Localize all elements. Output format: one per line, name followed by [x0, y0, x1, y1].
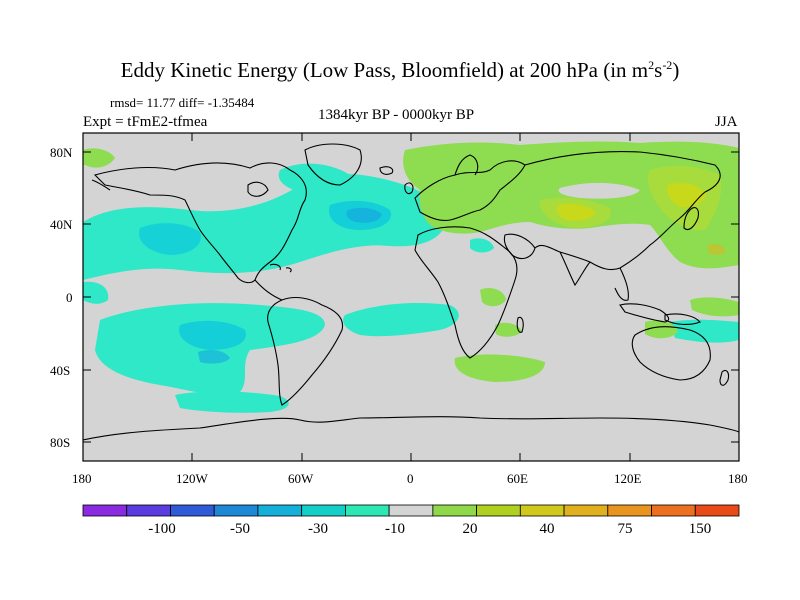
cyan-region-pacific-north	[139, 223, 201, 255]
colorbar-swatch	[126, 504, 171, 517]
coast-madagascar	[516, 316, 524, 333]
cyan-region-southern-ocean	[175, 391, 289, 413]
lat-label-0: 0	[66, 290, 73, 305]
cyan-region-south-atlantic	[343, 303, 459, 337]
colorbar-swatch	[694, 504, 740, 517]
experiment-label: Expt = tFmE2-tfmea	[83, 114, 208, 130]
lon-label-60e: 60E	[507, 471, 528, 486]
colorbar-swatch	[213, 504, 259, 517]
colorbar	[82, 504, 740, 517]
lat-label-40s: 40S	[50, 363, 71, 378]
lat-label-80n: 80N	[50, 145, 73, 160]
coast-iceland	[379, 166, 394, 175]
cyan-dark-south-pacific	[179, 320, 246, 350]
cyan-region-tropical-pacific	[83, 281, 109, 304]
colorbar-swatch	[388, 504, 434, 517]
coast-japan	[683, 207, 699, 231]
colorbar-label-20: 20	[462, 521, 478, 537]
coast-hudson	[247, 181, 269, 197]
colorbar-label-40: 40	[539, 521, 555, 537]
colorbar-swatch	[563, 504, 609, 517]
period-label: 1384kyr BP - 0000kyr BP	[318, 107, 475, 123]
lon-label-60w: 60W	[288, 471, 314, 486]
axis-ticks	[83, 133, 739, 461]
coast-africa	[414, 226, 518, 359]
lon-label-180-left: 180	[72, 471, 92, 486]
lat-label-80s: 80S	[50, 435, 71, 450]
coast-australia	[631, 326, 711, 381]
colorbar-label-neg10: -10	[385, 521, 405, 537]
green-region-africa	[480, 288, 506, 307]
lon-label-120w: 120W	[176, 471, 208, 486]
colorbar-swatch	[170, 504, 215, 517]
coast-europe	[414, 160, 526, 222]
coast-north-america	[93, 162, 307, 284]
colorbar-label-75: 75	[617, 521, 633, 537]
ekE-contour-field	[83, 133, 739, 461]
lat-label-40n: 40N	[50, 217, 73, 232]
coast-southeast-asia	[614, 267, 629, 301]
lon-label-180-right: 180	[728, 471, 748, 486]
cyan-dark-core-south-pacific	[198, 350, 230, 364]
colorbar-swatch	[344, 504, 390, 517]
colorbar-swatch	[607, 504, 652, 517]
coast-scandinavia	[454, 154, 479, 176]
coast-asia	[524, 151, 721, 271]
colorbar-swatch	[651, 504, 696, 517]
lon-label-0: 0	[407, 471, 414, 486]
coast-new-zealand	[719, 369, 730, 386]
coast-indonesia	[619, 303, 670, 323]
colorbar-label-neg30: -30	[308, 521, 328, 537]
cyan-region-africa-south	[470, 238, 494, 253]
green-region-indonesia	[645, 320, 678, 339]
lon-label-120e: 120E	[614, 471, 642, 486]
colorbar-label-neg100: -100	[148, 521, 176, 537]
colorbar-swatch	[301, 504, 346, 517]
green-region-north-hole	[558, 182, 640, 199]
coast-greenland	[304, 143, 362, 186]
cyan-region-east-pacific-north	[670, 319, 739, 343]
colorbar-swatch	[257, 504, 303, 517]
cyan-region-canada-arctic	[278, 163, 350, 193]
colorbar-swatch	[519, 504, 565, 517]
rmsd-diff-stats: rmsd= 11.77 diff= -1.35484	[110, 95, 255, 110]
coast-india	[559, 251, 591, 287]
coast-uk	[404, 182, 414, 195]
coastlines	[83, 143, 739, 441]
coast-caribbean	[269, 263, 292, 273]
green-region-indian-ocean-south	[454, 354, 545, 382]
colorbar-swatch	[432, 504, 477, 517]
green-region-maritime	[495, 322, 522, 337]
colorbar-label-150: 150	[688, 521, 712, 537]
cyan-dark-core-atlantic	[346, 207, 382, 223]
green-region-greenland	[83, 148, 115, 168]
yellow-core-asia	[556, 203, 596, 221]
coast-central-america	[254, 279, 283, 301]
orange-core-nw-pacific	[708, 243, 726, 255]
season-label: JJA	[715, 114, 738, 130]
coast-alaska-islands	[91, 179, 111, 191]
coast-new-guinea	[664, 313, 701, 325]
coast-antarctica	[83, 416, 739, 441]
coast-south-america	[267, 296, 344, 406]
colorbar-label-neg50: -50	[230, 521, 250, 537]
coast-arabia	[503, 233, 536, 260]
map-title: Eddy Kinetic Energy (Low Pass, Bloomfiel…	[120, 58, 680, 82]
green-region-pacific-east	[690, 297, 739, 317]
colorbar-swatch	[82, 504, 128, 517]
colorbar-swatch	[476, 504, 521, 517]
